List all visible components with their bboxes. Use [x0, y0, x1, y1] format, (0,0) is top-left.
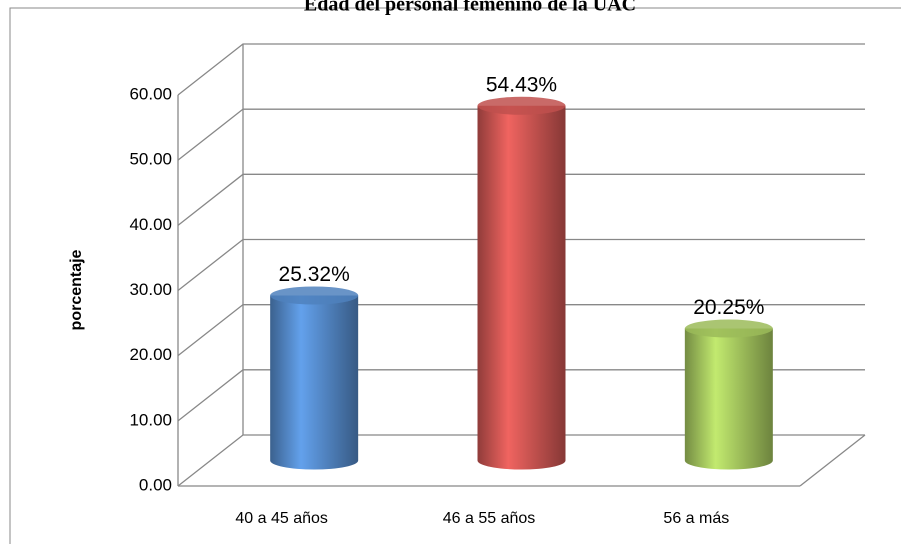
- x-tick-label: 40 a 45 años: [235, 510, 328, 527]
- cylinder-body: [684, 328, 773, 470]
- grid-line: [177, 43, 865, 96]
- grid-line: [177, 304, 865, 357]
- y-tick-label: 20.00: [129, 345, 172, 364]
- x-tick-label: 46 a 55 años: [443, 510, 536, 527]
- cylinder-top: [684, 319, 773, 338]
- y-tick-label: 0.00: [139, 475, 172, 494]
- cylinder-top: [477, 96, 566, 115]
- grid-line: [177, 434, 865, 487]
- value-label: 25.32%: [279, 263, 350, 286]
- grid-line: [177, 369, 865, 422]
- value-label: 54.43%: [486, 73, 557, 96]
- value-label: 20.25%: [693, 296, 764, 319]
- y-tick-label: 10.00: [129, 410, 172, 429]
- x-tick-label: 56 a más: [663, 510, 729, 527]
- y-tick-label: 50.00: [129, 150, 172, 169]
- grid-line: [177, 108, 865, 161]
- y-tick-label: 30.00: [129, 280, 172, 299]
- chart-border: [9, 7, 901, 544]
- y-tick-label: 60.00: [129, 84, 172, 103]
- chart-title: Edad del personal femenino de la UAC: [304, 0, 636, 16]
- grid-line: [177, 238, 865, 292]
- cylinder-top: [270, 286, 359, 305]
- y-axis-label: porcentaje: [68, 249, 85, 330]
- y-tick-label: 40.00: [129, 215, 172, 234]
- cylinder-body: [270, 295, 359, 470]
- floor-edge: [799, 434, 866, 487]
- grid-line: [177, 173, 865, 226]
- cylinder-body: [477, 105, 566, 470]
